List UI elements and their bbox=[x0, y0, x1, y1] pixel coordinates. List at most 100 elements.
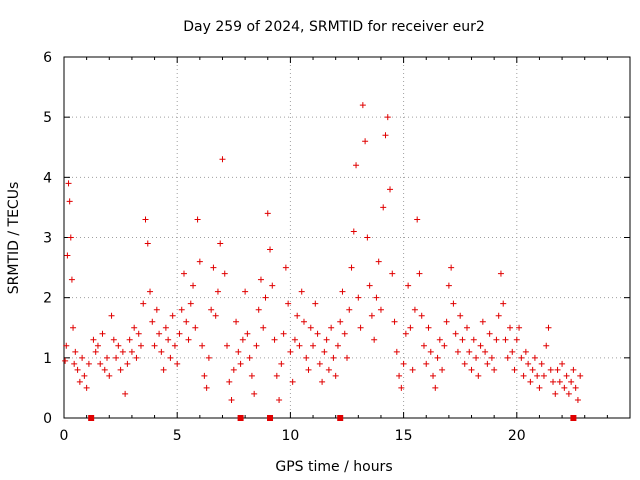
data-point bbox=[106, 372, 113, 379]
data-point bbox=[192, 324, 199, 331]
data-point bbox=[418, 312, 425, 319]
data-point bbox=[153, 306, 160, 313]
data-point bbox=[565, 390, 572, 397]
data-point bbox=[64, 252, 71, 259]
data-point bbox=[244, 330, 251, 337]
data-point bbox=[407, 324, 414, 331]
data-point bbox=[151, 342, 158, 349]
data-point bbox=[273, 372, 280, 379]
data-point bbox=[459, 336, 466, 343]
gap-marker bbox=[88, 415, 95, 421]
data-point bbox=[101, 366, 108, 373]
data-point bbox=[314, 330, 321, 337]
data-point bbox=[511, 366, 518, 373]
data-point bbox=[540, 372, 547, 379]
data-point bbox=[420, 342, 427, 349]
data-point bbox=[536, 384, 543, 391]
data-point bbox=[257, 276, 264, 283]
data-point bbox=[411, 306, 418, 313]
data-point bbox=[282, 264, 289, 271]
data-point bbox=[341, 330, 348, 337]
data-point bbox=[355, 294, 362, 301]
data-point bbox=[518, 354, 525, 361]
data-point bbox=[482, 348, 489, 355]
data-point bbox=[224, 342, 231, 349]
y-tick-label: 1 bbox=[43, 351, 52, 367]
data-point bbox=[90, 336, 97, 343]
data-point bbox=[212, 312, 219, 319]
data-point bbox=[337, 318, 344, 325]
data-point bbox=[409, 366, 416, 373]
data-point bbox=[190, 282, 197, 289]
data-point bbox=[436, 336, 443, 343]
data-point bbox=[137, 342, 144, 349]
data-point bbox=[350, 228, 357, 235]
data-point bbox=[171, 342, 178, 349]
data-point bbox=[287, 348, 294, 355]
data-point bbox=[441, 342, 448, 349]
data-point bbox=[201, 372, 208, 379]
data-point bbox=[556, 378, 563, 385]
data-point bbox=[448, 264, 455, 271]
data-point bbox=[325, 366, 332, 373]
data-point bbox=[430, 372, 437, 379]
data-point bbox=[543, 342, 550, 349]
data-point bbox=[538, 360, 545, 367]
y-tick-label: 4 bbox=[43, 170, 52, 186]
data-point bbox=[196, 258, 203, 265]
data-point bbox=[332, 372, 339, 379]
x-axis-label: GPS time / hours bbox=[275, 459, 392, 475]
data-point bbox=[110, 336, 117, 343]
data-point bbox=[529, 366, 536, 373]
data-point bbox=[142, 216, 149, 223]
data-point bbox=[289, 378, 296, 385]
data-point bbox=[167, 354, 174, 361]
data-point bbox=[221, 270, 228, 277]
data-point bbox=[296, 342, 303, 349]
data-point bbox=[457, 312, 464, 319]
data-point bbox=[466, 348, 473, 355]
data-point bbox=[527, 378, 534, 385]
data-point bbox=[276, 396, 283, 403]
data-point bbox=[239, 336, 246, 343]
gap-marker bbox=[237, 415, 244, 421]
x-tick-label: 0 bbox=[60, 428, 69, 444]
data-point bbox=[319, 378, 326, 385]
data-point bbox=[194, 216, 201, 223]
data-point bbox=[468, 366, 475, 373]
data-point bbox=[108, 312, 115, 319]
data-point bbox=[502, 336, 509, 343]
data-point bbox=[251, 390, 258, 397]
data-point bbox=[264, 210, 271, 217]
data-point bbox=[425, 324, 432, 331]
data-point bbox=[140, 300, 147, 307]
chart-title: Day 259 of 2024, SRMTID for receiver eur… bbox=[183, 19, 485, 35]
gap-marker bbox=[570, 415, 577, 421]
data-point bbox=[366, 282, 373, 289]
data-point bbox=[525, 360, 532, 367]
x-tick-label: 5 bbox=[173, 428, 182, 444]
data-point bbox=[434, 354, 441, 361]
data-point bbox=[493, 336, 500, 343]
data-point bbox=[156, 330, 163, 337]
data-point bbox=[81, 372, 88, 379]
data-point bbox=[479, 318, 486, 325]
data-point bbox=[353, 162, 360, 169]
x-tick-label: 10 bbox=[281, 428, 299, 444]
data-point bbox=[94, 342, 101, 349]
data-point bbox=[520, 372, 527, 379]
data-point bbox=[495, 312, 502, 319]
data-point bbox=[122, 390, 129, 397]
data-point bbox=[545, 324, 552, 331]
data-point bbox=[300, 318, 307, 325]
data-point bbox=[99, 330, 106, 337]
data-point bbox=[348, 264, 355, 271]
data-point bbox=[321, 348, 328, 355]
data-point bbox=[235, 348, 242, 355]
data-point bbox=[334, 342, 341, 349]
data-point bbox=[513, 336, 520, 343]
data-point bbox=[393, 348, 400, 355]
data-point bbox=[382, 132, 389, 139]
gap-marker bbox=[337, 415, 344, 421]
data-point bbox=[262, 294, 269, 301]
